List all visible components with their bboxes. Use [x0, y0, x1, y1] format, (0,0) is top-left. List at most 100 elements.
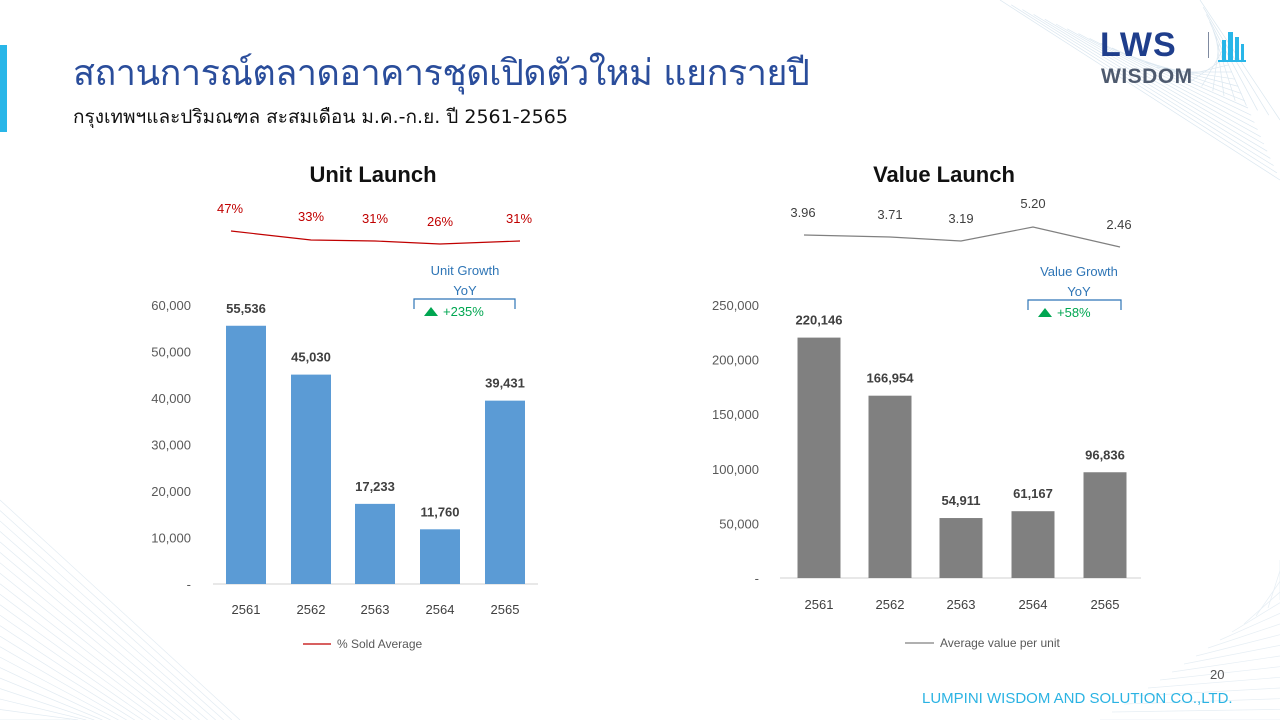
logo-text-top: LWS [1100, 26, 1177, 64]
line-data-label: 3.96 [790, 205, 815, 220]
growth-up-arrow-icon [424, 307, 438, 316]
bar [939, 518, 983, 578]
decorative-line [1135, 687, 1280, 697]
decorative-line [1145, 62, 1239, 87]
decorative-line [1209, 21, 1247, 106]
bar-value-label: 61,167 [1013, 486, 1053, 501]
decorative-line [1171, 655, 1280, 673]
decorative-line [0, 499, 241, 720]
decorative-line [0, 604, 160, 720]
line-data-label: 5.20 [1020, 196, 1045, 211]
y-tick-label: 50,000 [719, 516, 759, 531]
logo-separator [1208, 32, 1209, 58]
bar-value-label: 39,431 [485, 376, 525, 391]
x-category-label: 2565 [1091, 597, 1120, 612]
decorative-line [0, 552, 200, 720]
decorative-line [0, 583, 176, 720]
decorative-line [0, 520, 225, 720]
decorative-line [1183, 644, 1280, 665]
decorative-line [0, 688, 95, 720]
decorative-line [1212, 28, 1236, 101]
decorative-line [1255, 581, 1280, 617]
series-line [230, 230, 521, 245]
decorative-line [1159, 666, 1280, 681]
decorative-line [1078, 33, 1258, 130]
x-category-label: 2564 [426, 602, 455, 617]
page-number: 20 [1210, 667, 1225, 682]
growth-bracket [413, 298, 516, 309]
x-category-label: 2561 [232, 602, 261, 617]
decorative-line [0, 656, 119, 720]
y-tick-label: - [187, 577, 191, 592]
chart-title: Value Launch [873, 162, 1015, 187]
page-title: สถานการณ์ตลาดอาคารชุดเปิดตัวใหม่ แยกรายป… [73, 53, 810, 94]
decorative-line [1267, 570, 1280, 609]
y-tick-label: 30,000 [151, 438, 191, 453]
x-category-label: 2564 [1019, 597, 1048, 612]
decorative-line [1111, 708, 1280, 713]
decorative-line [1055, 23, 1265, 145]
decorative-line [0, 667, 111, 720]
decorative-line [1089, 38, 1255, 123]
y-tick-label: 40,000 [151, 391, 191, 406]
line-data-label: 3.71 [877, 207, 902, 222]
line-data-label: 31% [506, 211, 532, 226]
bar [1083, 472, 1127, 578]
decorative-line [1100, 42, 1252, 116]
building-logo-icon [1218, 32, 1246, 62]
deco-fan-bottom-left [0, 499, 241, 720]
decorative-line [0, 594, 168, 720]
bar [1011, 511, 1055, 578]
decorative-line [1219, 613, 1280, 641]
decorative-line [0, 573, 184, 720]
page-subtitle: กรุงเทพฯและปริมณฑล สะสมเดือน ม.ค.-ก.ย. ป… [73, 106, 568, 128]
growth-value: +235% [443, 304, 484, 319]
x-category-label: 2565 [491, 602, 520, 617]
bar-value-label: 45,030 [291, 350, 331, 365]
decorative-line [1156, 66, 1236, 80]
growth-value: +58% [1057, 305, 1091, 320]
bar-value-label: 166,954 [867, 371, 915, 386]
decorative-line [0, 646, 127, 720]
y-tick-label: 100,000 [712, 462, 759, 477]
bar [226, 325, 266, 584]
bar-value-label: 17,233 [355, 479, 395, 494]
bar-value-label: 220,146 [796, 313, 843, 328]
line-data-label: 33% [298, 209, 324, 224]
x-category-label: 2563 [361, 602, 390, 617]
growth-title: Value Growth [1040, 264, 1118, 279]
decorative-line [0, 562, 192, 720]
decorative-line [1231, 602, 1280, 633]
accent-bar [0, 45, 7, 132]
line-data-label: 2.46 [1106, 217, 1131, 232]
decorative-line [1207, 623, 1280, 649]
deco-fan-bottom-right [1100, 560, 1280, 720]
growth-title-yoy: YoY [1067, 284, 1091, 299]
bar [797, 337, 841, 578]
logo-text-bottom: WISDOM [1101, 65, 1193, 88]
decorative-line [1215, 35, 1225, 97]
decorative-line [1067, 28, 1261, 138]
x-category-label: 2563 [947, 597, 976, 612]
bar-value-label: 55,536 [226, 301, 266, 316]
line-data-label: 26% [427, 214, 453, 229]
decorative-line [1011, 4, 1277, 174]
bar [420, 529, 460, 584]
y-tick-label: 150,000 [712, 407, 759, 422]
y-tick-label: - [755, 571, 759, 586]
bar-value-label: 54,911 [941, 493, 980, 508]
series-line [803, 226, 1121, 248]
y-tick-label: 60,000 [151, 298, 191, 313]
x-category-label: 2562 [297, 602, 326, 617]
decorative-line [999, 0, 1280, 181]
y-tick-label: 10,000 [151, 531, 191, 546]
decorative-line [0, 709, 79, 720]
bar [868, 395, 912, 578]
decorative-line [0, 510, 233, 720]
y-tick-label: 250,000 [712, 298, 759, 313]
bar-value-label: 11,760 [420, 504, 459, 519]
x-category-label: 2562 [876, 597, 905, 612]
decorative-line [1033, 14, 1271, 159]
decorative-line [0, 531, 216, 720]
